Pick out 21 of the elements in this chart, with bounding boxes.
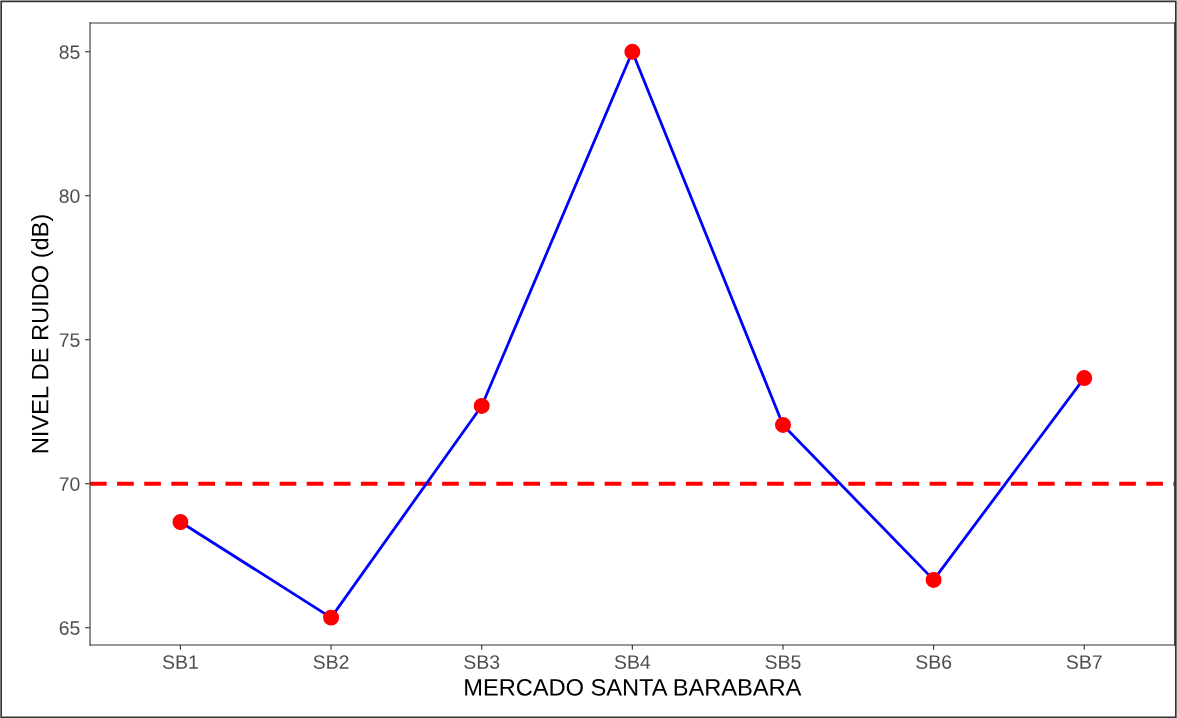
x-tick-label: SB1 — [162, 655, 198, 669]
x-tick-label: SB6 — [916, 655, 952, 669]
y-tick-label: 75 — [59, 333, 80, 347]
point — [1076, 370, 1093, 387]
point — [473, 397, 490, 414]
x-tick-label: SB7 — [1066, 655, 1102, 669]
y-tick-label: 70 — [59, 477, 80, 491]
y-tick-label: 65 — [59, 621, 80, 635]
x-tick-label: SB3 — [464, 655, 500, 669]
x-tick-label: SB2 — [313, 655, 349, 669]
point — [323, 609, 340, 626]
point — [775, 416, 791, 433]
y-tick-label: 85 — [59, 45, 80, 60]
x-axis-title: MERCADO SANTA BARABARA — [465, 679, 802, 696]
y-axis-title: NIVEL DE RUIDO (dB) — [31, 215, 54, 453]
x-tick-label: SB4 — [614, 655, 651, 669]
point — [624, 43, 641, 60]
y-tick-label: 80 — [59, 189, 80, 203]
point — [172, 514, 189, 530]
point — [925, 571, 942, 588]
x-tick-label: SB5 — [765, 655, 801, 669]
